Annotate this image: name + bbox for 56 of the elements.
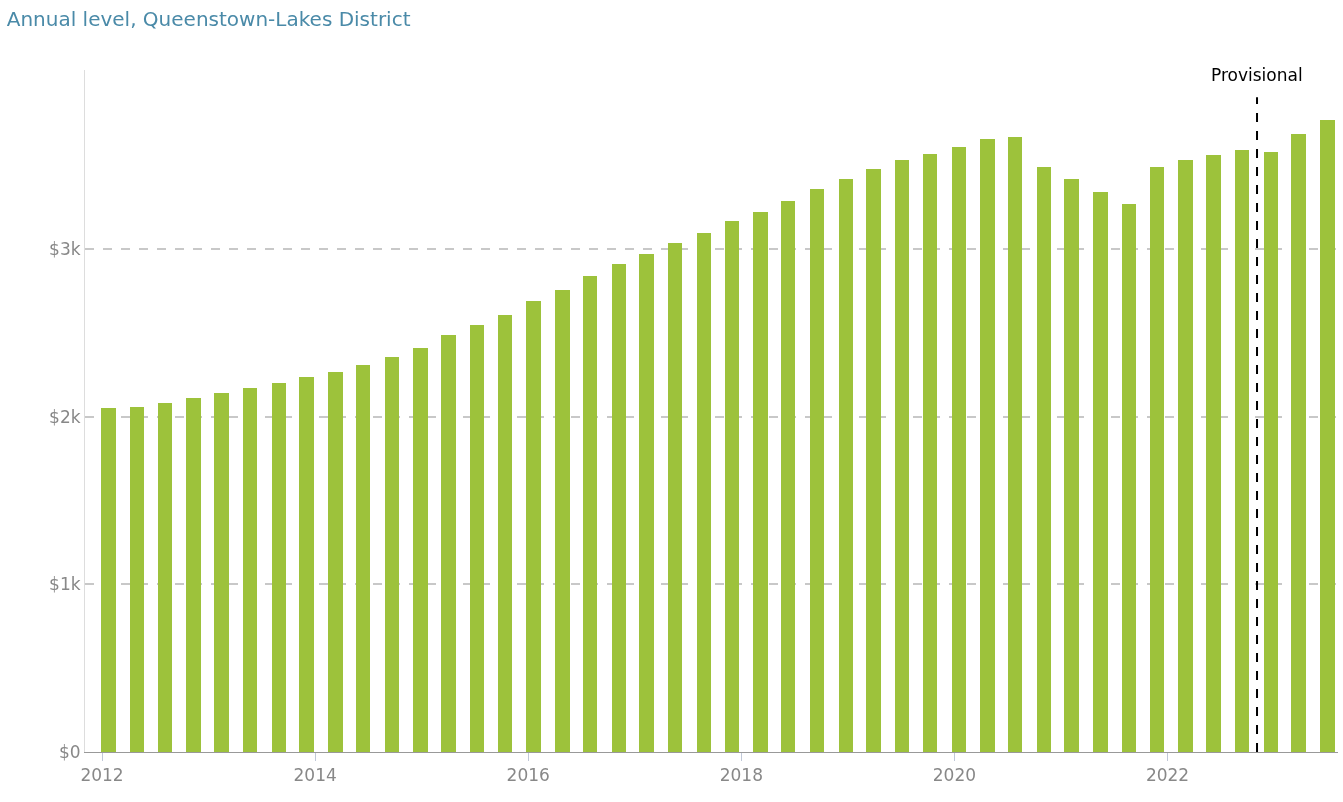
bar — [980, 139, 995, 752]
bar — [214, 393, 229, 752]
bar — [866, 169, 881, 752]
bar — [1291, 134, 1306, 752]
bar — [1008, 137, 1022, 752]
bar — [1150, 167, 1164, 752]
bar — [328, 372, 343, 752]
bar — [753, 212, 768, 752]
bar — [612, 264, 626, 752]
bar — [781, 201, 795, 752]
bar — [498, 315, 512, 752]
bar — [130, 407, 144, 752]
bar — [299, 377, 314, 752]
bar — [895, 160, 909, 752]
bar — [356, 365, 370, 752]
bar — [526, 301, 541, 752]
x-tick-label: 2014 — [293, 765, 337, 786]
bar — [243, 388, 257, 752]
bar — [639, 254, 654, 752]
bar — [158, 403, 172, 752]
y-tick-label: $1k — [49, 574, 81, 595]
bar — [1178, 160, 1193, 752]
bar — [101, 408, 116, 752]
bar — [1093, 192, 1108, 752]
bar — [1064, 179, 1079, 752]
y-tick-label: $3k — [49, 239, 81, 260]
x-tick-label: 2016 — [506, 765, 550, 786]
bar — [272, 383, 286, 752]
bar — [668, 243, 682, 752]
bar — [555, 290, 570, 752]
bar — [413, 348, 428, 752]
bar — [839, 179, 853, 752]
ref-line-label: Provisional — [1211, 65, 1303, 85]
bar — [1320, 120, 1335, 752]
x-tick-label: 2018 — [719, 765, 763, 786]
x-tick-label: 2022 — [1145, 765, 1190, 786]
bar — [1264, 152, 1278, 752]
bar — [583, 276, 597, 752]
bar — [1206, 155, 1221, 752]
bar — [952, 147, 966, 752]
bar — [1122, 204, 1136, 752]
bar — [923, 154, 937, 752]
y-tick-label: $0 — [58, 741, 81, 762]
bar — [810, 189, 824, 752]
bar — [186, 398, 201, 752]
y-tick-label: $2k — [49, 406, 81, 427]
x-tick-label: 2020 — [932, 765, 977, 786]
bar — [441, 335, 456, 752]
bar — [1037, 167, 1051, 752]
chart-subtitle: Annual level, Queenstown-Lakes District — [6, 7, 411, 32]
bar — [725, 221, 739, 752]
x-tick-label: 2012 — [80, 765, 124, 786]
bar — [385, 357, 399, 752]
bar — [470, 325, 484, 752]
bar — [697, 233, 711, 752]
bar — [1235, 150, 1249, 752]
